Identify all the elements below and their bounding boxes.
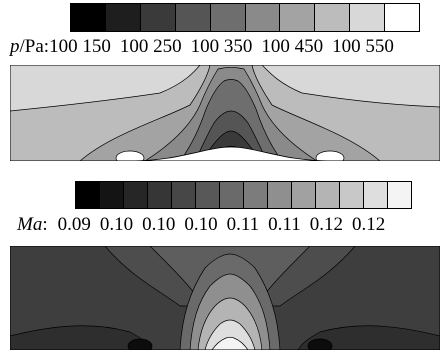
mach-colorbar-swatch xyxy=(364,182,388,208)
mach-colorbar xyxy=(75,181,412,209)
tick-label: 100 150 xyxy=(49,36,111,57)
mach-colorbar-swatch xyxy=(100,182,124,208)
mach-tick-labels: 0.09 0.10 0.10 0.10 0.11 0.11 0.12 0.12 xyxy=(58,214,386,236)
tick-label: 0.12 xyxy=(309,214,343,235)
pressure-colorbar-swatch xyxy=(385,4,420,31)
mach-colorbar-swatch xyxy=(220,182,244,208)
pressure-colorbar-swatch xyxy=(140,4,176,31)
pressure-unit: /Pa: xyxy=(19,36,50,57)
tick-label: 0.10 xyxy=(142,214,176,235)
tick-label: 0.10 xyxy=(184,214,218,235)
mach-colorbar-swatch xyxy=(148,182,172,208)
tick-label: 0.11 xyxy=(226,214,260,235)
mach-colorbar-swatch xyxy=(292,182,316,208)
pressure-colorbar-swatch xyxy=(71,4,106,31)
tick-label: 0.12 xyxy=(351,214,386,235)
mach-unit: : xyxy=(42,214,48,235)
mach-colorbar-swatch xyxy=(244,182,268,208)
pressure-colorbar-swatch xyxy=(315,4,351,31)
mach-colorbar-swatch xyxy=(196,182,220,208)
mach-colorbar-swatch xyxy=(172,182,196,208)
pressure-colorbar-swatch xyxy=(105,4,141,31)
tick-label: 0.09 xyxy=(57,214,91,235)
tick-label: 100 250 xyxy=(119,36,182,57)
mach-colorbar-swatch xyxy=(124,182,148,208)
pressure-colorbar-swatch xyxy=(280,4,316,31)
pressure-colorbar xyxy=(70,3,420,32)
mach-colorbar-swatch xyxy=(268,182,292,208)
tick-label: 100 550 xyxy=(332,36,394,57)
pressure-legend-labels: p /Pa: 100 150 100 250 100 350 100 450 100 5… xyxy=(10,36,394,58)
mach-colorbar-swatch xyxy=(316,182,340,208)
mach-contour-plot xyxy=(10,246,440,350)
pressure-colorbar-swatch xyxy=(175,4,211,31)
mach-colorbar-swatch xyxy=(76,182,100,208)
pressure-tick-labels: 100 150 100 250 100 350 100 450 100 550 xyxy=(49,36,394,58)
tick-label: 100 450 xyxy=(261,36,324,57)
pressure-colorbar-swatch xyxy=(245,4,281,31)
pressure-contour-plot xyxy=(10,65,440,161)
pressure-symbol: p xyxy=(10,36,20,57)
pressure-colorbar-swatch xyxy=(210,4,246,31)
pressure-colorbar-swatch xyxy=(350,4,386,31)
tick-label: 0.11 xyxy=(268,214,301,235)
mach-colorbar-swatch xyxy=(340,182,364,208)
mach-colorbar-swatch xyxy=(388,182,411,208)
mach-symbol: Ma xyxy=(17,214,43,235)
tick-label: 100 350 xyxy=(190,36,253,57)
mach-legend-labels: Ma : 0.09 0.10 0.10 0.10 0.11 0.11 0.12 0.12 xyxy=(17,214,385,236)
tick-label: 0.10 xyxy=(99,214,134,235)
